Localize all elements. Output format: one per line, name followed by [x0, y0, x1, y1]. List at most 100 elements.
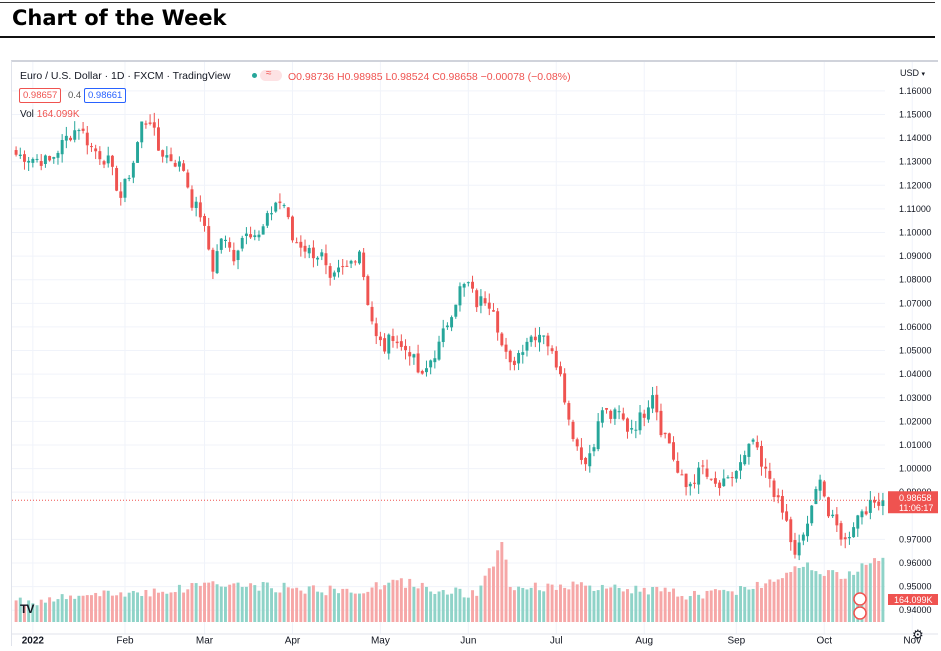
- volume-bar: [43, 602, 47, 622]
- chart-panel[interactable]: 1.16000 1.15000 1.14000 1.13000 1.12000 1.110…: [11, 60, 938, 646]
- volume-bar: [588, 585, 592, 622]
- volume-bar: [48, 597, 52, 622]
- buy-price-button[interactable]: 0.98661: [84, 88, 127, 103]
- candle: [60, 140, 64, 155]
- volume-bar: [31, 603, 35, 622]
- volume-bar: [827, 570, 830, 622]
- candle: [131, 162, 135, 178]
- volume-bar: [496, 550, 500, 622]
- volume-bar: [295, 587, 299, 622]
- volume-bar: [734, 594, 738, 622]
- candle: [575, 439, 579, 447]
- y-tick-label: 1.01000: [899, 440, 932, 450]
- volume-bar: [73, 598, 77, 622]
- candle: [425, 368, 428, 373]
- volume-bar: [52, 601, 56, 622]
- volume-bar: [810, 570, 814, 622]
- candle: [462, 284, 466, 288]
- volume-tag: [888, 594, 938, 605]
- volume-bar: [726, 591, 730, 622]
- candle: [655, 394, 659, 413]
- event-flag-icon: [853, 592, 867, 606]
- candle: [119, 191, 123, 198]
- volume-bar: [429, 591, 433, 622]
- candle: [27, 160, 31, 163]
- candle: [860, 511, 864, 518]
- volume-bar: [391, 579, 395, 622]
- volume-bar: [772, 581, 776, 622]
- volume-bar: [136, 592, 139, 622]
- volume-bar: [483, 575, 487, 622]
- volume-bar: [90, 595, 93, 622]
- volume-bar: [94, 592, 98, 622]
- volume-bar: [487, 568, 491, 622]
- x-tick-label: May: [371, 635, 390, 646]
- candle: [140, 121, 144, 143]
- volume-bar: [718, 590, 722, 622]
- volume-bar: [575, 584, 579, 622]
- candle: [835, 514, 839, 526]
- candle: [496, 311, 500, 333]
- volume-bar: [713, 589, 717, 622]
- candle: [546, 335, 550, 347]
- candle: [412, 354, 416, 358]
- volume-bar: [219, 586, 223, 622]
- candlestick-chart[interactable]: 1.16000 1.15000 1.14000 1.13000 1.12000 1.110…: [12, 62, 938, 646]
- volume-bar: [688, 596, 692, 622]
- candle: [18, 154, 22, 157]
- candle: [177, 161, 181, 167]
- volume-bar: [818, 574, 822, 622]
- symbol-label[interactable]: Euro / U.S. Dollar · 1D · FXCM · Trading…: [20, 70, 231, 82]
- volume-bar: [684, 599, 688, 622]
- candle: [110, 155, 114, 167]
- candle: [768, 470, 772, 479]
- y-tick-label: 1.16000: [899, 86, 932, 96]
- candle: [780, 495, 784, 513]
- volume-bar: [224, 586, 227, 622]
- candle: [789, 519, 793, 543]
- candle: [224, 239, 227, 241]
- candle: [713, 478, 717, 484]
- candle: [626, 418, 629, 432]
- y-tick-label: 1.00000: [899, 464, 932, 474]
- candle: [504, 344, 508, 352]
- candle: [316, 257, 320, 260]
- volume-bar: [282, 582, 286, 622]
- candle: [320, 252, 324, 257]
- candle: [751, 439, 755, 442]
- candle: [94, 148, 98, 152]
- candle: [52, 157, 56, 159]
- sell-price-button[interactable]: 0.98657: [19, 88, 62, 103]
- candle: [282, 205, 286, 207]
- volume-bar: [579, 582, 583, 622]
- volume-bar: [705, 590, 709, 622]
- tradingview-logo-icon[interactable]: TV: [20, 602, 34, 616]
- volume-bar: [780, 578, 784, 622]
- volume-bar: [349, 592, 353, 622]
- volume-bar: [764, 583, 768, 622]
- volume-bar: [307, 586, 311, 622]
- candle: [676, 460, 680, 473]
- candle: [852, 527, 856, 538]
- indicator-pill[interactable]: ≈: [260, 68, 282, 81]
- volume-bar: [23, 604, 26, 622]
- ohlc-values: O0.98736 H0.98985 L0.98524 C0.98658 −0.0…: [288, 71, 571, 83]
- candle: [542, 335, 546, 337]
- volume-bar: [843, 578, 847, 622]
- chevron-down-icon: ▾: [921, 71, 926, 78]
- candle: [814, 489, 818, 505]
- currency-selector[interactable]: USD ▾: [900, 68, 925, 78]
- y-tick-label: 1.15000: [899, 109, 932, 119]
- spread-value: 0.4: [68, 90, 82, 101]
- volume-bar: [797, 567, 801, 622]
- candle: [85, 132, 89, 146]
- candle: [743, 455, 747, 465]
- candle: [801, 534, 805, 541]
- gear-icon[interactable]: ⚙: [912, 627, 924, 642]
- candle: [688, 483, 692, 487]
- volume-bar: [299, 590, 303, 622]
- volume-bar: [286, 587, 290, 622]
- volume-bar: [198, 585, 202, 622]
- candle: [776, 495, 780, 498]
- candle: [244, 233, 248, 237]
